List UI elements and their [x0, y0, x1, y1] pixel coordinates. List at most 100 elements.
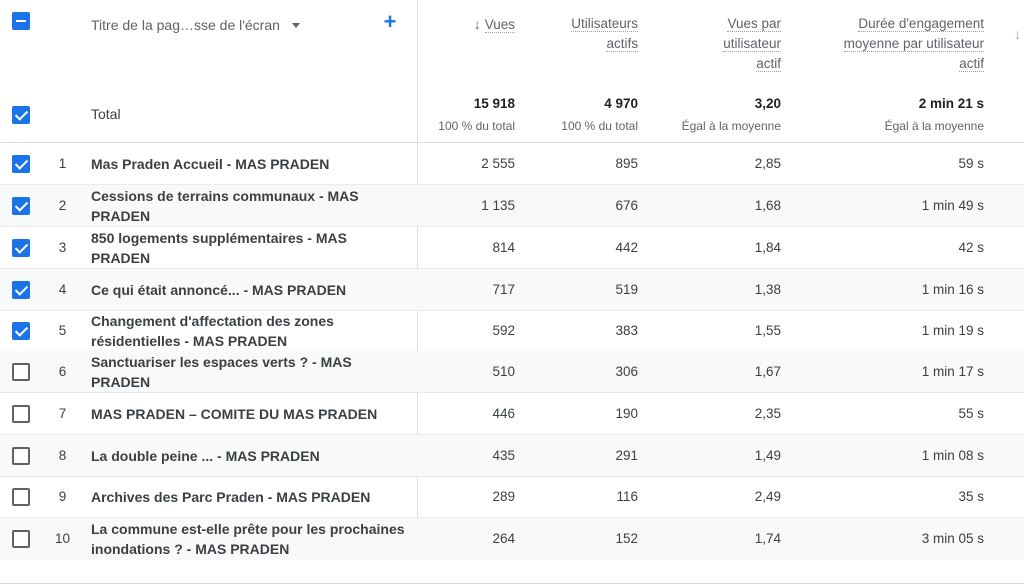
views-cell: 2 555 [481, 156, 515, 171]
views-per-user-cell: 1,84 [754, 240, 781, 255]
engagement-cell: 1 min 08 s [921, 448, 984, 463]
row-checkbox[interactable] [12, 405, 30, 423]
users-cell: 383 [615, 323, 638, 338]
engagement-cell: 42 s [958, 240, 984, 255]
page-title-cell: La commune est-elle prête pour les proch… [91, 521, 405, 557]
column-header-views[interactable]: ↓ Vues [473, 16, 515, 33]
table-row[interactable]: 9 Archives des Parc Praden - MAS PRADEN … [0, 476, 1024, 518]
engagement-cell: 55 s [958, 406, 984, 421]
page-title-cell: Changement d'affectation des zones résid… [91, 313, 334, 349]
row-index: 6 [58, 364, 67, 379]
row-index: 4 [58, 282, 67, 297]
row-index: 3 [58, 240, 67, 255]
row-index: 2 [58, 198, 67, 213]
row-checkbox[interactable] [12, 530, 30, 548]
column-header-views-per-user[interactable]: Vues par utilisateur actif [723, 16, 781, 72]
row-index: 10 [54, 531, 71, 546]
users-cell: 306 [615, 364, 638, 379]
row-checkbox[interactable] [12, 239, 30, 257]
table-row[interactable]: 6 Sanctuariser les espaces verts ? - MAS… [0, 351, 1024, 393]
users-cell: 190 [615, 406, 638, 421]
total-engagement: 2 min 21 s Égal à la moyenne [884, 96, 984, 133]
users-cell: 895 [615, 156, 638, 171]
table-row[interactable]: 5 Changement d'affectation des zones rés… [0, 310, 1024, 352]
dimension-label: Titre de la pag…sse de l'écran [91, 17, 280, 33]
total-label: Total [91, 106, 121, 122]
views-cell: 435 [492, 448, 515, 463]
row-checkbox[interactable] [12, 322, 30, 340]
engagement-cell: 1 min 19 s [921, 323, 984, 338]
views-per-user-cell: 1,67 [754, 364, 781, 379]
views-cell: 510 [492, 364, 515, 379]
engagement-cell: 3 min 05 s [921, 531, 984, 546]
views-per-user-cell: 1,49 [754, 448, 781, 463]
views-per-user-cell: 2,49 [754, 489, 781, 504]
users-cell: 116 [616, 489, 638, 504]
row-index: 8 [58, 448, 67, 463]
views-cell: 446 [492, 406, 515, 421]
row-index: 5 [58, 323, 67, 338]
table-row[interactable]: 8 La double peine ... - MAS PRADEN 435 2… [0, 435, 1024, 477]
views-cell: 1 135 [481, 198, 515, 213]
engagement-cell: 59 s [958, 156, 984, 171]
engagement-cell: 1 min 17 s [921, 364, 984, 379]
row-checkbox[interactable] [12, 363, 30, 381]
views-per-user-cell: 2,85 [754, 156, 781, 171]
page-title-cell: Sanctuariser les espaces verts ? - MAS P… [91, 354, 352, 390]
table-row[interactable]: 10 La commune est-elle prête pour les pr… [0, 518, 1024, 560]
views-cell: 717 [492, 282, 515, 297]
views-cell: 814 [492, 240, 515, 255]
table-row[interactable]: 3 850 logements supplémentaires - MAS PR… [0, 227, 1024, 269]
page-title-cell: Ce qui était annoncé... - MAS PRADEN [91, 282, 347, 298]
row-checkbox[interactable] [12, 281, 30, 299]
views-cell: 264 [492, 531, 515, 546]
engagement-cell: 1 min 16 s [921, 282, 984, 297]
dimension-selector[interactable]: Titre de la pag…sse de l'écran [91, 17, 300, 33]
views-cell: 592 [492, 323, 515, 338]
users-cell: 676 [615, 198, 638, 213]
row-checkbox[interactable] [12, 447, 30, 465]
table-row[interactable]: 1 Mas Praden Accueil - MAS PRADEN 2 555 … [0, 143, 1024, 185]
page-title-cell: Mas Praden Accueil - MAS PRADEN [91, 156, 330, 172]
total-users: 4 970 100 % du total [561, 96, 638, 133]
engagement-cell: 1 min 49 s [921, 198, 984, 213]
table-row[interactable]: 4 Ce qui était annoncé... - MAS PRADEN 7… [0, 269, 1024, 311]
total-views: 15 918 100 % du total [438, 96, 515, 133]
row-index: 9 [58, 489, 67, 504]
views-per-user-cell: 2,35 [754, 406, 781, 421]
views-per-user-cell: 1,55 [754, 323, 781, 338]
column-header-active-users[interactable]: Utilisateurs actifs [571, 16, 638, 52]
table-bottom-border [0, 583, 1024, 584]
row-checkbox[interactable] [12, 155, 30, 173]
views-per-user-cell: 1,68 [754, 198, 781, 213]
add-dimension-button[interactable]: + [383, 9, 397, 34]
users-cell: 519 [615, 282, 638, 297]
page-title-cell: La double peine ... - MAS PRADEN [91, 448, 320, 464]
users-cell: 442 [615, 240, 638, 255]
dropdown-caret-icon [291, 22, 300, 28]
row-checkbox[interactable] [12, 197, 30, 215]
table-row[interactable]: 2 Cessions de terrains communaux - MAS P… [0, 185, 1024, 227]
row-index: 7 [58, 406, 67, 421]
page-title-cell: Archives des Parc Praden - MAS PRADEN [91, 489, 371, 505]
page-title-cell: 850 logements supplémentaires - MAS PRAD… [91, 230, 347, 266]
row-checkbox[interactable] [12, 488, 30, 506]
table-row[interactable]: 7 MAS PRADEN – COMITE DU MAS PRADEN 446 … [0, 393, 1024, 435]
table-header: Titre de la pag…sse de l'écran + ↓ Vues U… [0, 0, 1024, 88]
total-views-per-user: 3,20 Égal à la moyenne [681, 96, 781, 133]
sort-descending-icon: ↓ [473, 16, 481, 32]
sort-arrow-icon[interactable]: ↓ [1014, 26, 1021, 42]
engagement-cell: 35 s [958, 489, 984, 504]
select-all-checkbox[interactable] [12, 12, 30, 30]
views-per-user-cell: 1,38 [754, 282, 781, 297]
page-title-cell: MAS PRADEN – COMITE DU MAS PRADEN [91, 406, 378, 422]
users-cell: 291 [615, 448, 638, 463]
total-row: Total 15 918 100 % du total 4 970 100 % … [0, 88, 1024, 143]
users-cell: 152 [615, 531, 638, 546]
row-index: 1 [58, 156, 67, 171]
total-checkbox[interactable] [12, 106, 30, 124]
views-cell: 289 [492, 489, 515, 504]
views-per-user-cell: 1,74 [754, 531, 781, 546]
page-title-cell: Cessions de terrains communaux - MAS PRA… [91, 188, 359, 224]
column-header-engagement[interactable]: Durée d'engagement moyenne par utilisate… [843, 16, 984, 72]
